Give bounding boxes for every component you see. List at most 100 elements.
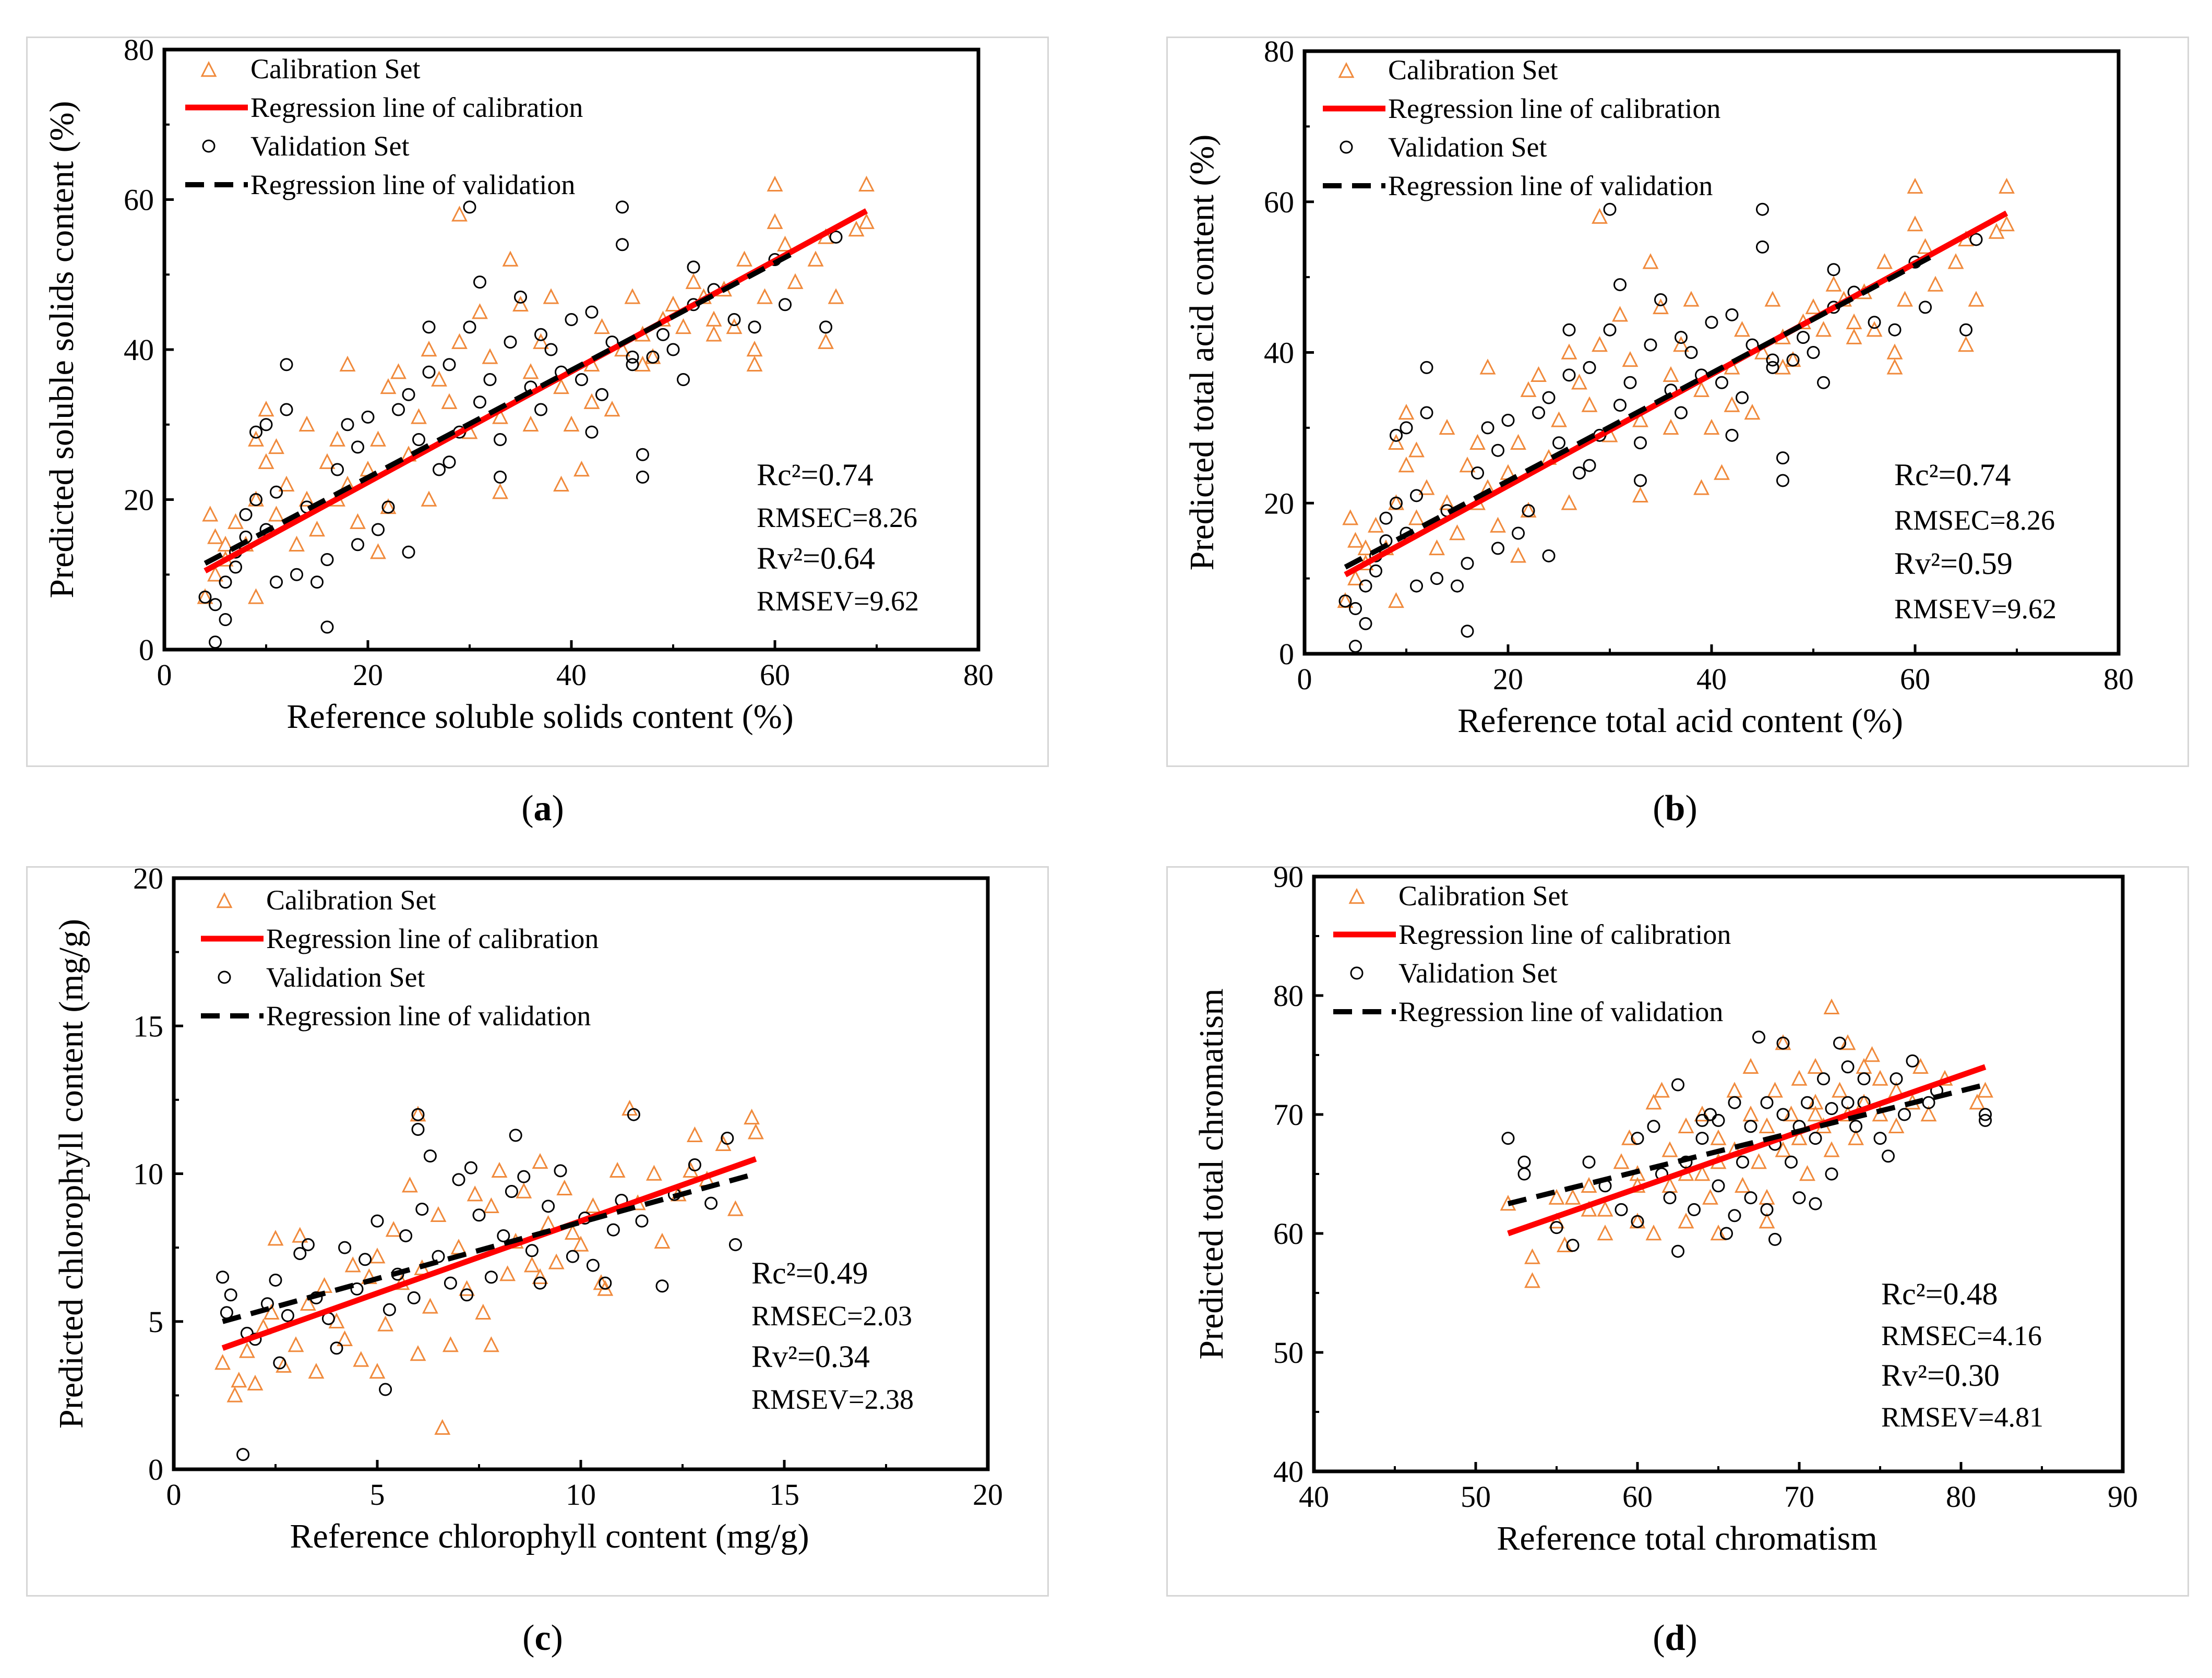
chart-b-calibration-point xyxy=(1744,404,1761,420)
chart-a-calibration-point xyxy=(858,213,875,229)
chart-a-calibration-point xyxy=(502,250,519,267)
chart-a-stat-2: Rv²=0.64 xyxy=(757,541,875,576)
chart-d-xtick-label: 90 xyxy=(2108,1480,2138,1514)
chart-d-calibration-point xyxy=(1742,1058,1759,1074)
chart-a-validation-point xyxy=(341,418,354,432)
chart-b-stat-3: RMSEV=9.62 xyxy=(1894,593,2056,625)
chart-d-stat-3: RMSEV=4.81 xyxy=(1881,1401,2043,1433)
chart-c-calibration-point xyxy=(430,1206,447,1222)
chart-a-calibration-point xyxy=(665,295,681,311)
chart-d-validation-point xyxy=(1517,1155,1531,1169)
chart-a-validation-point xyxy=(270,485,283,499)
chart-b-validation-point xyxy=(1359,579,1372,593)
chart-b-calibration-point xyxy=(1907,215,1923,232)
chart-b-validation-point xyxy=(1542,549,1556,562)
chart-b-validation-point xyxy=(1573,466,1586,480)
chart-d-calibration-point xyxy=(1645,1094,1662,1110)
chart-b-xlabel: Reference total acid content (%) xyxy=(1457,702,1903,740)
chart-d-calibration-point xyxy=(1759,1117,1775,1133)
chart-b-validation-point xyxy=(1491,444,1504,457)
chart-b-ytick-label: 0 xyxy=(1279,637,1294,671)
chart-b-stat-2: Rv²=0.59 xyxy=(1894,546,2013,581)
chart-d-validation-point xyxy=(1817,1072,1830,1086)
chart-b-calibration-point xyxy=(1653,298,1669,315)
chart-d-calibration-point xyxy=(1783,1106,1799,1122)
chart-d-validation-point xyxy=(1841,1060,1855,1074)
chart-c-calibration-point xyxy=(353,1351,369,1367)
chart-c-calibration-point xyxy=(654,1232,671,1249)
chart-a-ytick-label: 0 xyxy=(139,633,154,667)
chart-d-validation-point xyxy=(1776,1108,1790,1121)
chart-b-validation-point xyxy=(1338,594,1352,608)
chart-b-calibration-point xyxy=(1703,418,1720,435)
chart-d-calibration-point xyxy=(1799,1165,1815,1181)
chart-d-validation-point xyxy=(1736,1155,1749,1169)
chart-a-calibration-point xyxy=(787,273,804,289)
chart-a-validation-point xyxy=(361,410,375,424)
chart-b-calibration-point xyxy=(1612,306,1628,322)
chart-b-calibration-point xyxy=(1886,343,1903,359)
chart-a-validation-point xyxy=(392,403,405,416)
chart-b-calibration-point xyxy=(1642,253,1659,269)
chart-b-legend-validation-line: Regression line of validation xyxy=(1388,170,1713,201)
chart-b-calibration-point xyxy=(1561,343,1577,359)
chart-d-legend-calibration-symbol xyxy=(1348,888,1365,904)
chart-a-calibration-point xyxy=(848,221,865,237)
chart-b-validation-point xyxy=(1776,451,1789,465)
chart-d-validation-point xyxy=(1760,1203,1774,1216)
chart-b-validation-point xyxy=(1675,406,1688,420)
chart-a-calibration-point xyxy=(614,341,630,357)
chart-d-stat-0: Rc²=0.48 xyxy=(1881,1277,1998,1311)
chart-b-validation-point xyxy=(1481,421,1494,435)
chart-a-validation-point xyxy=(494,433,507,446)
chart-d-legend-calibration: Calibration Set xyxy=(1398,880,1568,912)
chart-d-validation-point xyxy=(1898,1108,1911,1121)
chart-b-calibration-point xyxy=(1622,351,1639,367)
chart-c-calibration-point xyxy=(292,1227,308,1243)
chart-a-ytick-label: 80 xyxy=(124,33,154,67)
chart-d-validation-point xyxy=(1825,1167,1838,1181)
chart-a-calibration-point xyxy=(248,430,264,447)
chart-b-calibration-point xyxy=(1724,396,1740,412)
chart-a-validation-point xyxy=(473,395,486,409)
chart-b-calibration-point xyxy=(1876,253,1893,269)
chart-a-validation-point xyxy=(483,373,497,386)
chart-b-legend-validation-symbol xyxy=(1340,140,1353,154)
chart-a-legend-validation: Validation Set xyxy=(250,130,409,162)
chart-a-validation-point xyxy=(565,313,578,326)
chart-b-validation-point xyxy=(1461,625,1474,638)
chart-c-validation-point xyxy=(379,1383,392,1396)
chart-d-calibration-point xyxy=(1848,1129,1864,1145)
chart-a-calibration-point xyxy=(553,475,569,492)
chart-d-calibration-point xyxy=(1888,1117,1905,1133)
chart-b-calibration-point xyxy=(1805,298,1822,315)
chart-b-calibration-point xyxy=(1520,381,1537,397)
chart-d-validation-point xyxy=(1688,1203,1701,1216)
chart-a-legend-validation-line: Regression line of validation xyxy=(250,169,575,200)
chart-b-ytick-label: 60 xyxy=(1264,185,1294,219)
chart-c-validation-point xyxy=(358,1253,372,1266)
chart-d-calibration-point xyxy=(1702,1189,1718,1205)
chart-b-calibration-point xyxy=(1825,275,1842,292)
chart-d-ytick-label: 40 xyxy=(1273,1455,1304,1489)
chart-c-xlabel: Reference chlorophyll content (mg/g) xyxy=(290,1517,809,1555)
chart-d-validation-point xyxy=(1890,1072,1903,1086)
chart-d-validation-point xyxy=(1695,1113,1709,1127)
chart-a-validation-point xyxy=(402,388,415,401)
chart-c-validation-point xyxy=(464,1161,477,1174)
chart-a-xtick-label: 0 xyxy=(157,658,172,692)
chart-d-calibration-point xyxy=(1807,1106,1824,1122)
chart-c-validation-point xyxy=(599,1276,612,1290)
chart-b-validation-point xyxy=(1684,346,1698,359)
chart-a-validation-point xyxy=(331,463,344,476)
chart-d-calibration-point xyxy=(1864,1046,1880,1062)
chart-c-calibration-point xyxy=(548,1253,565,1269)
chart-b-validation-point xyxy=(1451,579,1464,593)
chart-a-calibration-point xyxy=(472,303,488,319)
chart-d-calibration-point xyxy=(1920,1106,1937,1122)
chart-c-validation-point xyxy=(423,1149,437,1163)
chart-b-calibration-point xyxy=(1815,321,1832,337)
chart-d-validation-point xyxy=(1785,1155,1798,1169)
chart-c-validation-point xyxy=(216,1271,230,1284)
chart-a-legend-validation-symbol xyxy=(202,139,216,153)
